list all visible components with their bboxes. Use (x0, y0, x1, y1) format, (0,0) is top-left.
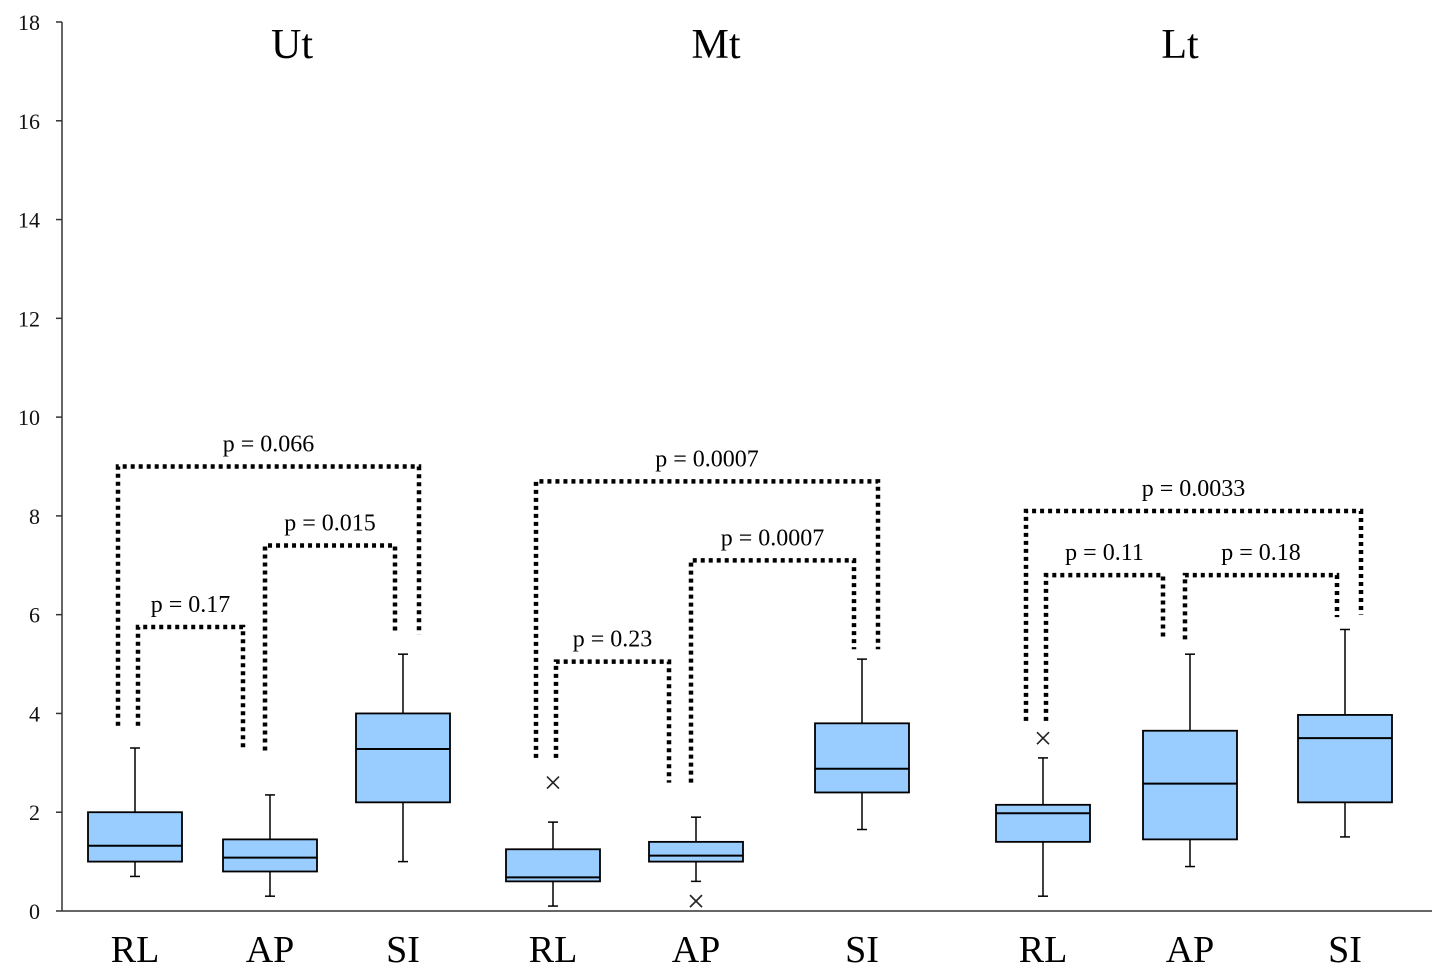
outlier-marker (1036, 731, 1050, 745)
box (355, 712, 451, 804)
significance-brackets (115, 464, 1364, 783)
significance-bracket (135, 624, 246, 751)
p-value-label: p = 0.0007 (721, 525, 825, 551)
axes: 0 2 4 6 8 10 12 14 16 18 (18, 10, 1432, 924)
x-category-label: RL (111, 929, 160, 970)
p-value-label: p = 0.0007 (655, 446, 759, 472)
p-value-label: p = 0.17 (151, 592, 231, 618)
chart-labels: Ut RL AP SI p = 0.17 p = 0.015 p = 0.066 Mt RL AP… (111, 22, 1362, 970)
x-category-label: SI (845, 929, 879, 970)
box (1297, 714, 1393, 804)
box (222, 838, 318, 873)
p-value-label: p = 0.0033 (1142, 476, 1246, 502)
outlier-marker (546, 776, 560, 790)
x-category-label: RL (529, 929, 578, 970)
significance-bracket (553, 659, 672, 783)
box (87, 811, 183, 863)
p-value-label: p = 0.18 (1221, 540, 1301, 566)
y-tick-label: 0 (29, 899, 40, 924)
significance-bracket (115, 464, 422, 726)
group-title: Mt (691, 22, 740, 68)
x-category-label: SI (386, 929, 420, 970)
box (995, 803, 1091, 843)
box-plots (87, 628, 1393, 908)
p-value-label: p = 0.015 (284, 511, 376, 537)
box (505, 848, 601, 883)
x-category-label: RL (1019, 929, 1068, 970)
significance-bracket (1043, 572, 1166, 721)
significance-bracket (1182, 572, 1340, 640)
y-tick-label: 6 (29, 603, 40, 628)
x-category-label: SI (1328, 929, 1362, 970)
significance-bracket (533, 479, 881, 758)
y-tick-label: 16 (18, 109, 40, 134)
group-title: Lt (1161, 22, 1199, 68)
y-tick-label: 12 (18, 306, 40, 331)
box (1142, 729, 1238, 841)
p-value-label: p = 0.23 (573, 627, 653, 653)
box (648, 840, 744, 863)
box (814, 722, 910, 794)
y-tick-label: 14 (18, 208, 40, 233)
x-category-label: AP (1166, 929, 1215, 970)
p-value-label: p = 0.11 (1065, 540, 1144, 566)
x-category-label: AP (246, 929, 295, 970)
y-tick-label: 2 (29, 800, 40, 825)
y-tick-label: 4 (29, 701, 40, 726)
p-value-label: p = 0.066 (223, 432, 315, 458)
group-title: Ut (271, 22, 313, 68)
significance-bracket (262, 543, 398, 751)
y-tick-label: 18 (18, 10, 40, 35)
significance-bracket (1023, 508, 1364, 721)
y-tick-label: 8 (29, 504, 40, 529)
x-category-label: AP (672, 929, 721, 970)
y-tick-label: 10 (18, 405, 40, 430)
outlier-marker (689, 894, 703, 908)
